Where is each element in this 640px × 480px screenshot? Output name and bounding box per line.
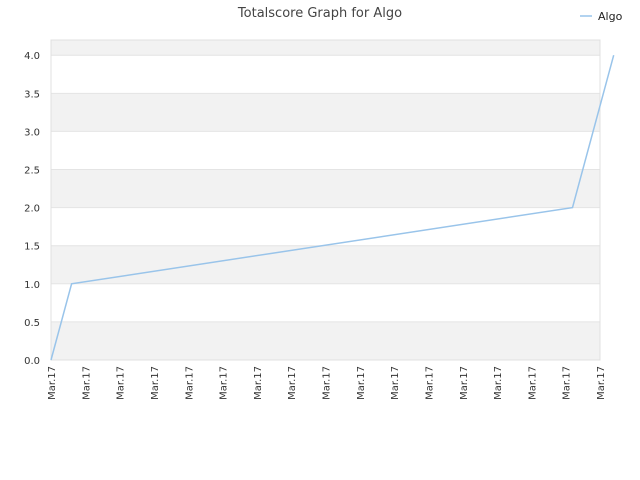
x-tick-label: Mar.17 <box>184 366 195 400</box>
y-tick-label: 1.5 <box>24 242 40 253</box>
y-tick-label: 0.5 <box>24 318 40 329</box>
y-tick-label: 2.5 <box>24 166 40 177</box>
grid-band <box>51 245 600 284</box>
y-tick-label: 1.0 <box>24 280 40 291</box>
grid-band <box>51 169 600 208</box>
x-tick-label: Mar.17 <box>493 366 504 400</box>
x-tick-label: Mar.17 <box>424 366 435 400</box>
x-tick-label: Mar.17 <box>219 366 230 400</box>
x-tick-label: Mar.17 <box>253 366 264 400</box>
y-axis: 0.0 0.5 1.0 1.5 2.0 2.5 3.0 3.5 4.0 <box>24 51 40 367</box>
x-axis: Mar.17 Mar.17 Mar.17 Mar.17 Mar.17 Mar.17 Mar.… <box>47 366 607 400</box>
grid-band <box>51 40 600 56</box>
x-tick-label: Mar.17 <box>81 366 92 400</box>
x-tick-label: Mar.17 <box>390 366 401 400</box>
x-tick-label: Mar.17 <box>459 366 470 400</box>
series-line-algo <box>50 55 615 361</box>
chart-title: Totalscore Graph for Algo <box>237 6 402 21</box>
x-tick-label: Mar.17 <box>287 366 298 400</box>
plot-background <box>50 39 601 361</box>
x-tick-label: Mar.17 <box>47 366 58 400</box>
x-tick-label: Mar.17 <box>596 366 607 400</box>
x-tick-label: Mar.17 <box>322 366 333 400</box>
grid-band <box>51 93 600 132</box>
x-tick-label: Mar.17 <box>356 366 367 400</box>
legend: Algo <box>580 10 623 23</box>
x-tick-label: Mar.17 <box>527 366 538 400</box>
y-tick-label: 0.0 <box>24 356 40 367</box>
x-tick-label: Mar.17 <box>116 366 127 400</box>
grid-band <box>51 321 600 360</box>
y-tick-label: 4.0 <box>24 51 40 62</box>
y-tick-label: 2.0 <box>24 204 40 215</box>
x-tick-label: Mar.17 <box>562 366 573 400</box>
y-tick-label: 3.0 <box>24 127 40 138</box>
x-tick-label: Mar.17 <box>150 366 161 400</box>
y-tick-label: 3.5 <box>24 89 40 100</box>
plot-border <box>50 39 601 361</box>
legend-label: Algo <box>598 10 623 23</box>
series-layer <box>50 55 615 361</box>
